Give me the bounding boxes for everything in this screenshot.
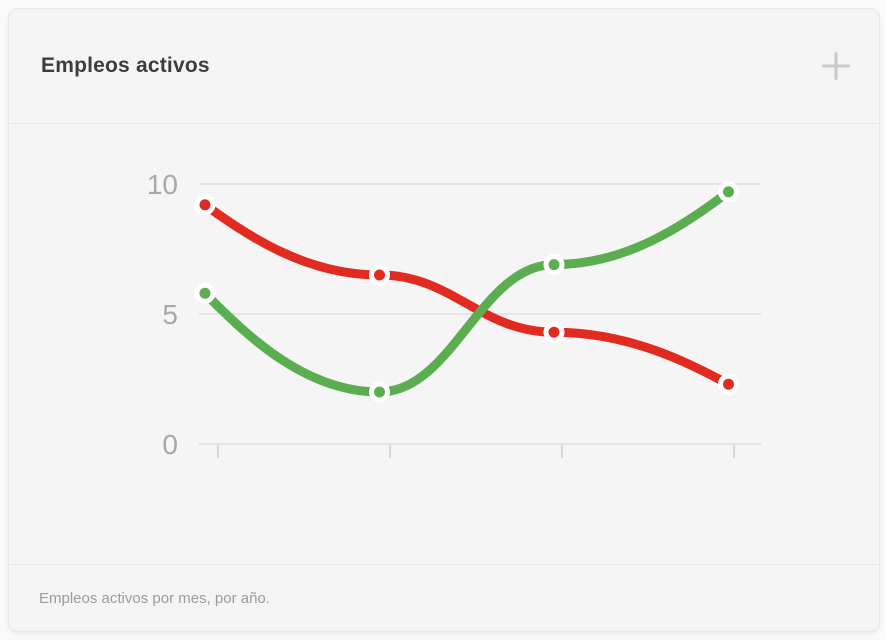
plus-icon — [822, 52, 850, 80]
panel-title: Empleos activos — [41, 54, 210, 77]
y-axis-label: 10 — [147, 169, 178, 200]
data-point-red — [718, 373, 739, 395]
panel-footer: Empleos activos por mes, por año. — [9, 564, 879, 631]
series-line-green — [200, 187, 733, 397]
data-point-red — [543, 321, 565, 343]
chart-caption: Empleos activos por mes, por año. — [39, 589, 270, 607]
panel-header: Empleos activos — [9, 9, 879, 124]
data-point-green — [194, 282, 216, 304]
data-point-red — [369, 264, 390, 286]
line-chart: 10 5 0 — [147, 169, 761, 460]
chart-area: 10 5 0 — [9, 124, 879, 564]
data-point-red — [194, 194, 216, 216]
y-axis-label: 0 — [162, 429, 178, 460]
y-axis-label: 5 — [162, 299, 178, 330]
series-line-red — [200, 200, 733, 389]
data-point-green — [543, 254, 565, 276]
data-point-green — [369, 381, 390, 403]
active-jobs-panel: Empleos activos 10 5 0 Empleos activos por… — [8, 8, 880, 632]
data-point-green — [718, 181, 739, 203]
add-button[interactable] — [822, 52, 850, 80]
